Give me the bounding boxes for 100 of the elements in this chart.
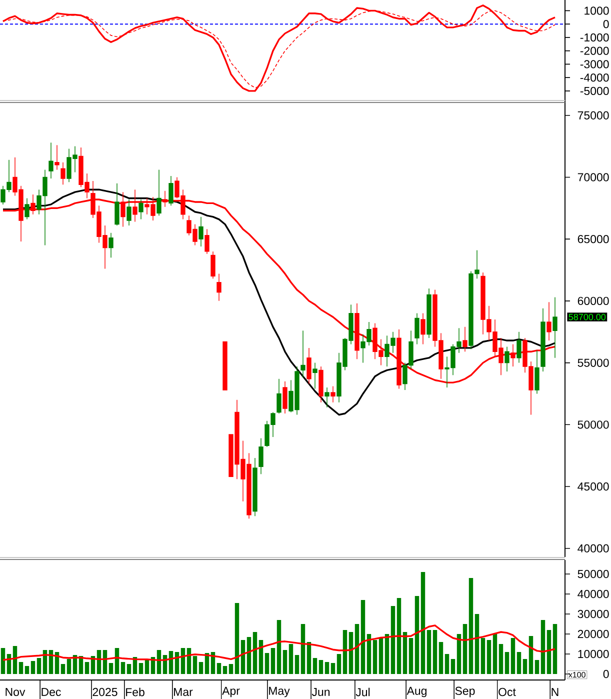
bar <box>336 654 342 674</box>
bar <box>120 662 126 674</box>
y-tick-label: 40000 <box>578 590 609 598</box>
candlestick <box>60 162 66 185</box>
y-tick-label: -2000 <box>580 46 609 55</box>
x-tick-label: Dec <box>42 688 61 696</box>
x-tick-label: Feb <box>126 688 144 696</box>
bar <box>126 664 132 674</box>
bar <box>462 624 468 674</box>
text: x100 <box>568 672 586 678</box>
bar <box>486 640 492 674</box>
candlestick <box>216 273 222 302</box>
bar <box>138 663 144 674</box>
bar <box>234 603 240 674</box>
candlestick <box>534 350 540 394</box>
y-tick-label: -5000 <box>580 86 609 96</box>
bar <box>276 620 282 674</box>
bar <box>198 662 204 674</box>
x-tick-label: Apr <box>222 686 240 698</box>
x-tick-label: Aug <box>406 686 426 698</box>
bar <box>450 659 456 674</box>
bar <box>378 638 384 674</box>
bar <box>264 653 270 674</box>
candlestick <box>210 251 216 280</box>
candlestick <box>312 362 318 390</box>
bar <box>516 652 522 674</box>
bar <box>354 624 360 674</box>
x-tick-label: Jun <box>312 688 330 696</box>
x-tick-label: 2025 <box>92 688 118 696</box>
y-tick-label: 0 <box>603 670 609 678</box>
candlestick <box>114 183 120 226</box>
bar <box>360 600 366 674</box>
candlestick <box>540 308 546 372</box>
bar <box>474 614 480 674</box>
bar <box>492 634 498 674</box>
bar <box>504 652 510 674</box>
bar <box>372 640 378 674</box>
bar <box>222 666 228 674</box>
bar <box>114 648 120 674</box>
bar <box>144 660 150 674</box>
bar <box>270 648 276 674</box>
bar <box>240 640 246 674</box>
bar <box>108 663 114 674</box>
bar <box>390 606 396 674</box>
candlestick <box>54 144 60 170</box>
y-tick-label: 20000 <box>578 630 609 638</box>
bar <box>342 630 348 674</box>
candlestick <box>126 199 132 226</box>
y-tick-label: 50000 <box>578 420 609 429</box>
bar <box>426 630 432 674</box>
bar <box>228 664 234 674</box>
bar <box>312 658 318 674</box>
bar <box>318 660 324 674</box>
bar <box>0 648 6 674</box>
bar <box>324 662 330 674</box>
x-tick-label: May <box>269 686 290 698</box>
candlestick <box>306 348 312 384</box>
y-tick-label: 55000 <box>578 358 609 367</box>
bar <box>552 624 558 674</box>
bar <box>444 654 450 674</box>
x-tick-label: Nov <box>6 688 26 696</box>
candlestick <box>282 380 288 414</box>
candlestick <box>426 288 432 338</box>
bar <box>282 650 288 674</box>
bar <box>366 634 372 674</box>
bar <box>414 596 420 674</box>
bar <box>546 630 552 674</box>
bar <box>522 659 528 674</box>
bar <box>36 658 42 674</box>
bar <box>528 636 534 674</box>
y-tick-label: -4000 <box>580 74 609 82</box>
bar <box>18 662 24 674</box>
y-tick-label: -3000 <box>580 60 609 68</box>
x-tick-label: Sep <box>455 686 475 698</box>
candlestick <box>420 312 426 345</box>
candlestick <box>168 176 174 206</box>
x-tick-label: Jul <box>356 688 370 696</box>
bar <box>24 666 30 674</box>
y-tick-label: -1000 <box>580 33 609 42</box>
x-tick-label: N <box>552 688 558 696</box>
candlestick <box>108 232 114 258</box>
bar <box>306 642 312 674</box>
candlestick <box>222 341 228 390</box>
bar <box>246 637 252 674</box>
y-tick-label: 0 <box>603 20 609 28</box>
y-tick-label: 60000 <box>578 296 609 306</box>
bar <box>480 638 486 674</box>
bar <box>402 632 408 674</box>
y-tick-label: 65000 <box>578 235 609 244</box>
x-tick-label: Oct <box>498 688 516 696</box>
bar <box>468 578 474 674</box>
x-tick-label: Mar <box>174 688 193 696</box>
candlestick <box>414 312 420 345</box>
bar <box>192 656 198 674</box>
candlestick <box>138 199 144 220</box>
candlestick <box>204 228 210 254</box>
candlestick <box>300 330 306 378</box>
text: 58700.00 <box>568 314 606 320</box>
candlestick <box>24 198 30 220</box>
bar <box>300 624 306 674</box>
